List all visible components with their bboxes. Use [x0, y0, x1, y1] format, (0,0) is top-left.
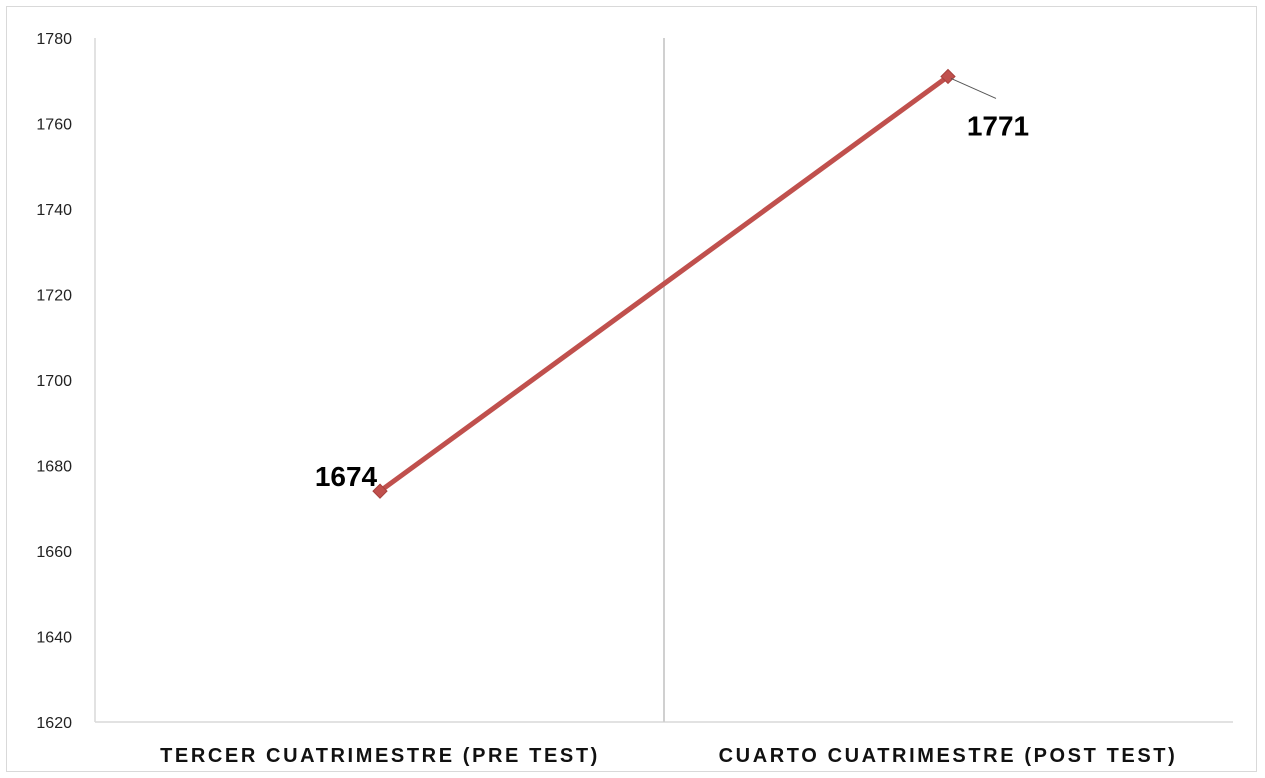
data-point-marker [372, 483, 388, 499]
y-tick-label: 1680 [36, 459, 72, 476]
y-tick-label: 1660 [36, 544, 72, 561]
y-tick-label: 1700 [36, 373, 72, 390]
category-labels: TERCER CUATRIMESTRE (PRE TEST) CUARTO CU… [160, 745, 1178, 767]
y-tick-label: 1760 [36, 117, 72, 134]
y-tick-label: 1740 [36, 202, 72, 219]
category-label-pre-test: TERCER CUATRIMESTRE (PRE TEST) [160, 745, 600, 767]
data-point-marker [940, 68, 956, 85]
y-tick-label: 1720 [36, 288, 72, 305]
chart-frame [6, 6, 1257, 772]
y-tick-label: 1620 [36, 715, 72, 732]
y-tick-label: 1640 [36, 630, 72, 647]
series-line-group [372, 68, 956, 499]
y-tick-label: 1780 [36, 31, 72, 48]
data-label-pre-test: 1674 [315, 461, 378, 492]
data-label-leader-line [950, 78, 997, 99]
y-tick-labels: 1620 1640 1660 1680 1700 1720 1740 1760 1780 [36, 31, 72, 732]
series-line [377, 73, 951, 494]
data-label-post-test: 1771 [967, 110, 1029, 141]
category-label-post-test: CUARTO CUATRIMESTRE (POST TEST) [719, 745, 1178, 767]
chart-axes [94, 38, 1233, 723]
data-label-group: 1674 1771 [315, 78, 1029, 492]
